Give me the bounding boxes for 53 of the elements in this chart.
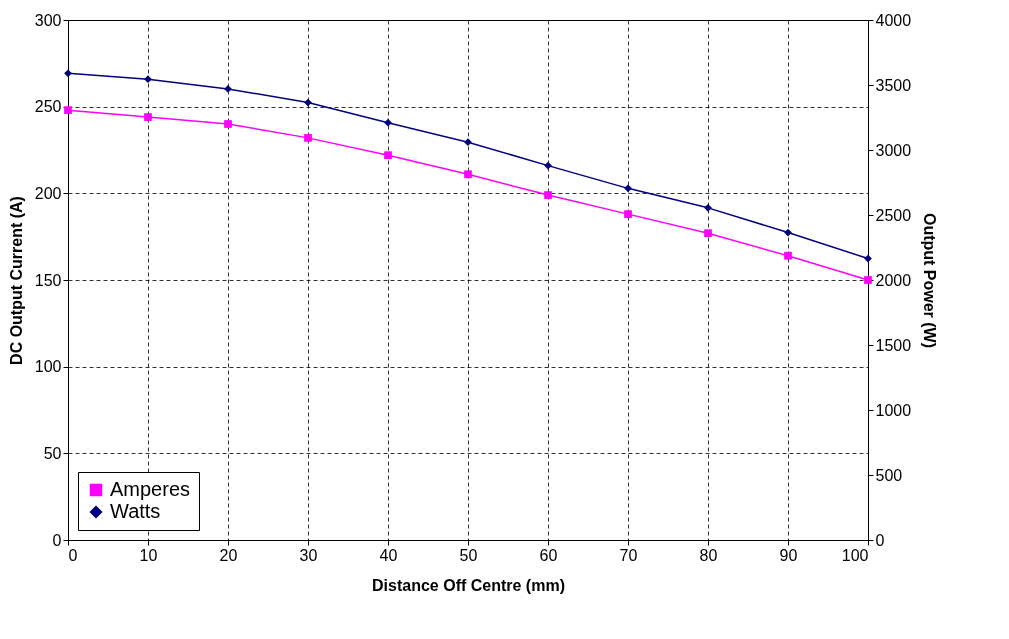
point [784, 251, 792, 260]
y2-tick-label: 2000 [875, 271, 912, 289]
y2-tick-label: 4000 [875, 11, 912, 29]
y-tick-label: 150 [34, 271, 62, 289]
point [464, 138, 472, 147]
y2-tick-label: 2500 [875, 206, 912, 224]
point [464, 170, 472, 179]
y-tick-label: 250 [34, 98, 62, 116]
legend-label: Amperes [110, 478, 191, 500]
y-axis-title: DC Output Current (A) [7, 196, 25, 365]
point [704, 229, 712, 238]
point [384, 151, 392, 160]
x-axis-title: Distance Off Centre (mm) [372, 576, 565, 594]
point [864, 276, 872, 284]
x-tick-label: 100 [841, 546, 869, 564]
x-tick-label: 30 [299, 546, 318, 564]
x-tick-label: 60 [539, 546, 558, 564]
y2-tick-label: 500 [875, 466, 903, 484]
point [544, 191, 552, 199]
x-tick-label: 0 [68, 546, 78, 564]
y-tick-label: 100 [34, 358, 62, 376]
y2-axis-title: Output Power (W) [921, 212, 939, 349]
x-tick-label: 80 [699, 546, 718, 564]
x-tick-label: 90 [779, 546, 798, 564]
y-tick-label: 200 [34, 184, 62, 202]
x-tick-label: 40 [379, 546, 398, 564]
y2-tick-label: 1500 [875, 336, 912, 354]
point [304, 98, 312, 107]
point [864, 254, 872, 263]
point [704, 203, 712, 212]
y2-tick-label: 3000 [875, 141, 912, 159]
x-tick-label: 70 [619, 546, 638, 564]
point [144, 113, 152, 121]
y-tick-label: 50 [43, 444, 62, 462]
legend-label: Watts [110, 500, 161, 522]
x-tick-label: 20 [219, 546, 238, 564]
point [224, 120, 232, 128]
y2-tick-label: 3500 [875, 76, 912, 94]
point [64, 69, 72, 78]
point [544, 161, 552, 170]
y2-tick-label: 0 [875, 531, 885, 549]
point [624, 210, 632, 219]
x-tick-label: 10 [139, 546, 158, 564]
point [144, 75, 152, 84]
point [784, 228, 792, 237]
y2-tick-label: 1000 [875, 401, 912, 419]
point [304, 133, 312, 142]
point [384, 118, 392, 127]
y-tick-label: 0 [52, 531, 62, 549]
point [64, 106, 72, 115]
point [624, 184, 632, 193]
x-tick-label: 50 [459, 546, 478, 564]
y-tick-label: 300 [34, 11, 62, 29]
